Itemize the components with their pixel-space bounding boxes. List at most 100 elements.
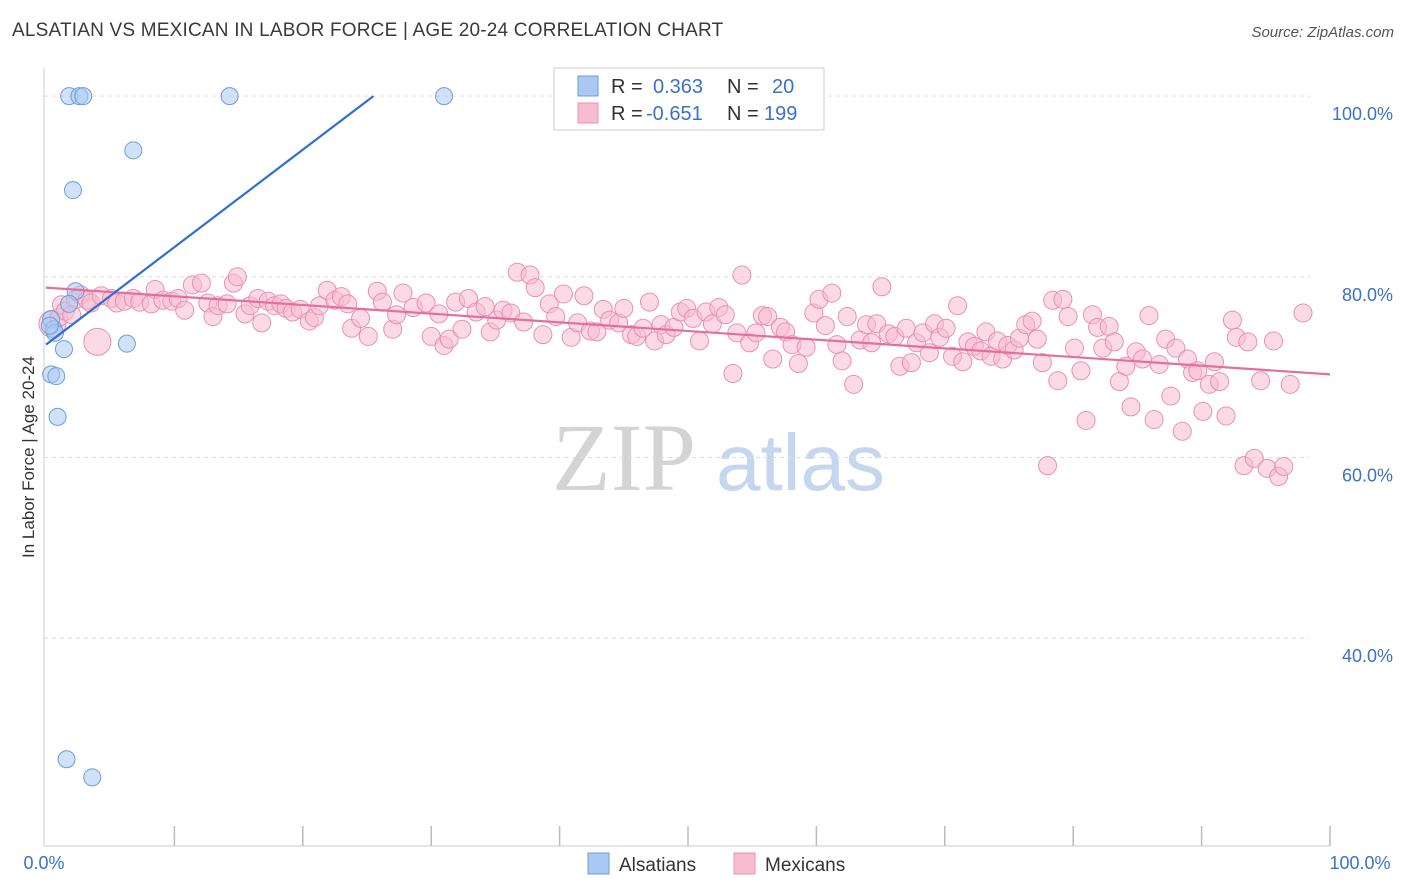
data-point bbox=[525, 278, 545, 298]
legend-n-label-mexicans: N = bbox=[727, 103, 759, 125]
legend-swatch-mexicans bbox=[577, 102, 599, 124]
data-point bbox=[872, 277, 892, 297]
data-point bbox=[844, 374, 864, 394]
data-point bbox=[393, 283, 413, 303]
data-point bbox=[1133, 349, 1153, 369]
chart-title: ALSATIAN VS MEXICAN IN LABOR FORCE | AGE… bbox=[12, 20, 724, 41]
data-point bbox=[723, 363, 743, 383]
legend-frame bbox=[553, 67, 825, 131]
data-point bbox=[1058, 307, 1078, 327]
x-tick-label-max: 100.0% bbox=[1329, 853, 1390, 873]
data-point bbox=[439, 329, 459, 349]
data-point bbox=[614, 298, 634, 318]
legend-n-label-alsatians: N = bbox=[727, 76, 759, 98]
data-point bbox=[901, 353, 921, 373]
data-point bbox=[574, 286, 594, 306]
data-point bbox=[1032, 353, 1052, 373]
data-point bbox=[117, 334, 136, 353]
data-point bbox=[1048, 371, 1068, 391]
legend-box: R = 0.363 N = 20 R = -0.651 N = 199 bbox=[553, 67, 825, 131]
data-point bbox=[57, 750, 76, 769]
legend-r-label-mexicans: R = bbox=[611, 103, 643, 125]
y-tick-labels: 40.0% 60.0% 80.0% 100.0% bbox=[1332, 104, 1393, 666]
data-point bbox=[175, 300, 195, 320]
data-point bbox=[83, 327, 112, 356]
legend-r-label-alsatians: R = bbox=[611, 76, 643, 98]
data-point bbox=[763, 349, 783, 369]
data-point bbox=[1293, 303, 1313, 323]
data-point bbox=[338, 294, 358, 314]
data-point bbox=[815, 316, 835, 336]
data-point bbox=[1139, 306, 1159, 326]
data-point bbox=[533, 325, 553, 345]
data-point bbox=[1274, 457, 1294, 477]
data-point bbox=[191, 273, 211, 293]
data-point bbox=[936, 318, 956, 338]
y-tick-label: 80.0% bbox=[1342, 285, 1393, 305]
y-tick-label: 40.0% bbox=[1342, 646, 1393, 666]
legend-swatch-alsatians bbox=[577, 75, 599, 97]
axes bbox=[43, 68, 1330, 847]
legend-n-value-mexicans: 199 bbox=[764, 103, 797, 125]
data-point bbox=[1210, 372, 1230, 392]
data-point bbox=[252, 313, 272, 333]
data-point bbox=[1244, 448, 1264, 468]
data-point bbox=[1104, 332, 1124, 352]
data-point bbox=[83, 768, 102, 787]
watermark-atlas: atlas bbox=[716, 418, 885, 507]
data-point bbox=[1216, 406, 1236, 426]
data-point bbox=[452, 319, 472, 339]
data-point bbox=[1193, 401, 1213, 421]
data-point bbox=[1022, 311, 1042, 331]
data-point bbox=[48, 407, 67, 426]
data-point bbox=[351, 308, 371, 328]
y-tick-label: 100.0% bbox=[1332, 104, 1393, 124]
data-point bbox=[1064, 338, 1084, 358]
data-point bbox=[63, 181, 82, 200]
data-point bbox=[639, 292, 659, 312]
data-point bbox=[217, 294, 237, 314]
data-point bbox=[1161, 386, 1181, 406]
bottom-legend-swatch-alsatians bbox=[587, 852, 610, 875]
data-point bbox=[827, 335, 847, 355]
data-point bbox=[74, 87, 93, 106]
x-ticks bbox=[173, 826, 1331, 846]
data-point bbox=[1222, 310, 1242, 330]
y-tick-label: 60.0% bbox=[1342, 466, 1393, 486]
data-point bbox=[732, 265, 752, 285]
bottom-legend-swatch-mexicans bbox=[733, 852, 756, 875]
data-point bbox=[54, 340, 73, 359]
data-point bbox=[40, 316, 59, 335]
legend-r-value-alsatians: 0.363 bbox=[653, 76, 703, 98]
data-point bbox=[1038, 456, 1058, 476]
data-point bbox=[358, 326, 378, 346]
alsatians-trendline bbox=[45, 95, 375, 346]
data-point bbox=[1027, 329, 1047, 349]
bottom-legend-label-mexicans: Mexicans bbox=[765, 855, 845, 876]
data-point bbox=[1053, 289, 1073, 309]
data-point bbox=[220, 87, 239, 106]
data-point bbox=[953, 352, 973, 372]
data-point bbox=[1121, 397, 1141, 417]
data-point bbox=[715, 305, 735, 325]
data-point bbox=[372, 292, 392, 312]
data-point bbox=[1280, 374, 1300, 394]
x-tick-label-min: 0.0% bbox=[23, 853, 64, 873]
data-point bbox=[1144, 410, 1164, 430]
data-point bbox=[948, 296, 968, 316]
data-point bbox=[796, 337, 816, 357]
data-point bbox=[435, 87, 454, 106]
y-axis-title: In Labor Force | Age 20-24 bbox=[19, 356, 38, 558]
chart-source: Source: ZipAtlas.com bbox=[1251, 24, 1394, 41]
data-point bbox=[60, 294, 79, 313]
data-point bbox=[227, 267, 247, 287]
data-point bbox=[587, 322, 607, 342]
data-point bbox=[1264, 331, 1284, 351]
bottom-legend-label-alsatians: Alsatians bbox=[619, 855, 696, 876]
data-point bbox=[690, 331, 710, 351]
data-point bbox=[1076, 410, 1096, 430]
data-point bbox=[822, 283, 842, 303]
legend-n-value-alsatians: 20 bbox=[772, 76, 794, 98]
data-point bbox=[124, 141, 143, 160]
